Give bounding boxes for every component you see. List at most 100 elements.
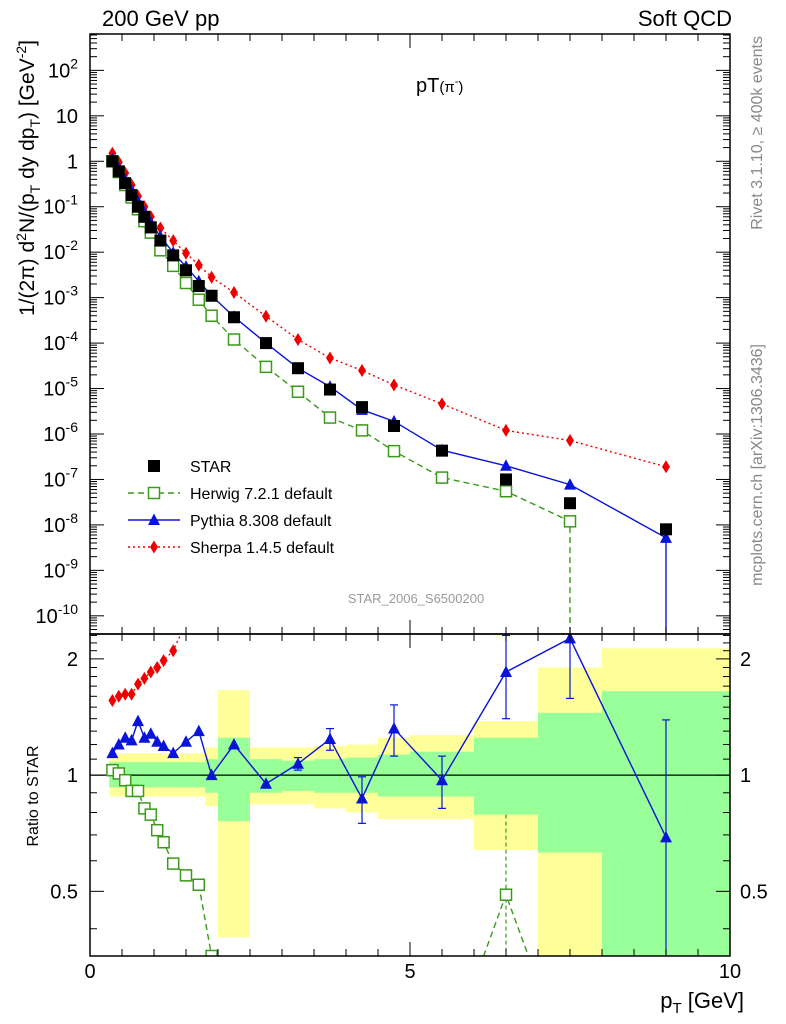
- pythia-main-point: [500, 459, 512, 471]
- sherpa-ratio-point: [121, 687, 130, 701]
- pythia-ratio-point: [157, 739, 170, 751]
- legend-label-herwig: Herwig 7.2.1 default: [190, 486, 333, 503]
- star-main-point: [324, 383, 336, 396]
- ratio-y-tick-label: 1: [67, 765, 78, 787]
- herwig-ratio-point: [112, 767, 126, 780]
- sherpa-main-point: [438, 397, 446, 411]
- y-tick-label: 10-1: [43, 192, 78, 219]
- star-main-point: [125, 189, 138, 202]
- y-tick-label: 1: [67, 151, 78, 173]
- rivet-label: Rivet 3.1.10, ≥ 400k events: [749, 36, 766, 230]
- legend-marker-herwig: [147, 486, 161, 500]
- y-tick-label: 10-10: [36, 601, 79, 628]
- herwig-main-point: [166, 259, 180, 273]
- sherpa-main-point: [566, 433, 574, 447]
- sherpa-ratio-point: [134, 677, 142, 691]
- star-main-point: [205, 289, 218, 302]
- star-main-point: [436, 444, 448, 457]
- sherpa-ratio-point: [140, 671, 149, 685]
- star-main-point: [192, 280, 205, 293]
- pythia-ratio-point: [192, 724, 205, 737]
- main-plot-frame: [89, 33, 731, 635]
- pythia-ratio-point: [151, 735, 164, 747]
- herwig-main-point: [205, 309, 218, 322]
- pythia-ratio-point: [138, 731, 151, 743]
- star-main-point: [356, 401, 368, 414]
- sherpa-ratio-point: [159, 654, 168, 668]
- pythia-ratio-point: [180, 735, 192, 747]
- sherpa-ratio-point: [146, 665, 155, 679]
- pythia-ratio-point: [660, 830, 672, 843]
- star-main-point: [388, 419, 400, 432]
- pythia-main-point: [660, 531, 672, 543]
- legend-label-pythia: Pythia 8.308 default: [190, 513, 332, 530]
- legend-label-sherpa: Sherpa 1.4.5 default: [190, 540, 335, 557]
- star-main-point: [106, 155, 119, 168]
- analysis-id: STAR_2006_S6500200: [348, 591, 484, 606]
- ratio-y-tick-label: 2: [67, 649, 78, 671]
- herwig-main-point: [323, 411, 337, 424]
- star-main-point: [564, 497, 576, 510]
- pythia-main-line: [111, 158, 667, 634]
- star-main-point: [119, 177, 132, 190]
- ratio-band-inner: [218, 737, 250, 822]
- main-y-label: 1/(2π) d2N/(pT dy dpT) [GeV-2]: [13, 40, 43, 316]
- y-tick-label: 10-7: [43, 464, 78, 491]
- herwig-ratio-point: [499, 888, 513, 901]
- pythia-ratio-point: [112, 738, 125, 750]
- pythia-ratio-point: [228, 738, 240, 750]
- herwig-main-point: [291, 385, 305, 399]
- sherpa-ratio-line: [112, 634, 182, 702]
- herwig-main-point: [227, 333, 241, 346]
- pythia-ratio-point: [119, 731, 132, 743]
- star-main-point: [112, 165, 125, 178]
- y-tick-label: 102: [48, 55, 78, 82]
- legend-marker-sherpa: [150, 540, 158, 554]
- y-tick-label: 10-3: [43, 283, 78, 310]
- ratio-band-inner: [314, 759, 346, 793]
- herwig-ratio-point: [144, 808, 158, 821]
- herwig-ratio-line: [482, 892, 530, 956]
- herwig-ratio-point: [131, 784, 145, 798]
- herwig-main-point: [192, 293, 206, 306]
- herwig-ratio-point: [157, 836, 170, 849]
- y-tick-label: 10-5: [43, 374, 78, 401]
- herwig-ratio-point: [150, 823, 164, 837]
- pythia-ratio-point: [125, 733, 138, 746]
- legend-marker-pythia: [148, 513, 160, 525]
- pythia-ratio-point: [144, 727, 157, 739]
- pythia-ratio-point: [106, 746, 119, 759]
- sherpa-main-point: [358, 363, 366, 377]
- legend-marker-star: [148, 460, 160, 472]
- pythia-ratio-point: [205, 768, 218, 781]
- y-tick-label: 10: [56, 106, 78, 128]
- star-main-point: [154, 234, 167, 247]
- pythia-ratio-point: [132, 714, 144, 727]
- sherpa-main-point: [182, 246, 190, 260]
- herwig-main-point: [355, 424, 369, 437]
- sherpa-main-point: [502, 423, 510, 437]
- sherpa-main-point: [262, 309, 270, 323]
- star-main-point: [167, 249, 180, 262]
- y-tick-label: 10-8: [43, 510, 78, 537]
- ratio-y-tick-label-right: 1: [740, 765, 751, 787]
- sherpa-ratio-point: [169, 644, 178, 658]
- ratio-y-label: Ratio to STAR: [25, 745, 42, 846]
- pythia-ratio-point: [260, 777, 272, 789]
- sherpa-main-point: [390, 378, 398, 392]
- pythia-ratio-point: [388, 722, 400, 734]
- y-tick-label: 10-9: [43, 555, 78, 582]
- sherpa-main-point: [230, 285, 238, 299]
- star-main-point: [144, 221, 157, 234]
- herwig-ratio-point: [192, 878, 206, 892]
- pythia-ratio-point: [167, 746, 180, 759]
- sherpa-main-point: [156, 221, 165, 235]
- pythia-ratio-point: [436, 773, 448, 786]
- herwig-main-point: [563, 515, 577, 528]
- star-main-point: [180, 264, 192, 277]
- pythia-ratio-point: [324, 732, 336, 745]
- main-title: pT(π-): [416, 75, 463, 97]
- header-left: 200 GeV pp: [102, 6, 219, 31]
- herwig-ratio-point: [118, 773, 132, 787]
- x-tick-label: 10: [719, 961, 741, 983]
